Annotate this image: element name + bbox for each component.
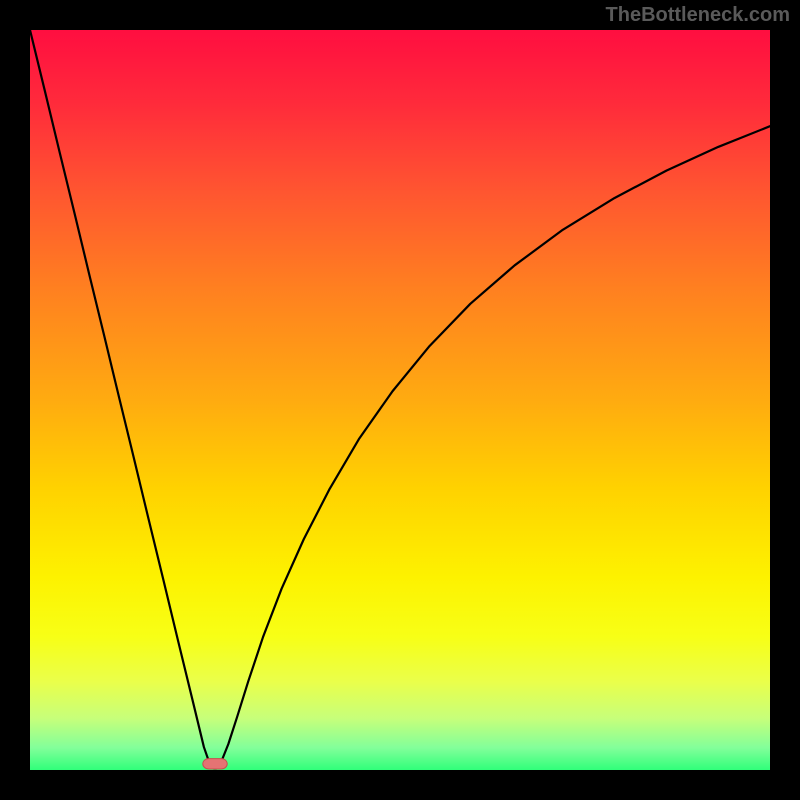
plot-area	[30, 30, 770, 770]
watermark-label: TheBottleneck.com	[606, 4, 790, 27]
chart-outer-frame: TheBottleneck.com	[0, 0, 800, 800]
optimal-marker	[203, 759, 227, 769]
gradient-background	[30, 30, 770, 770]
bottleneck-chart-svg	[30, 30, 770, 770]
